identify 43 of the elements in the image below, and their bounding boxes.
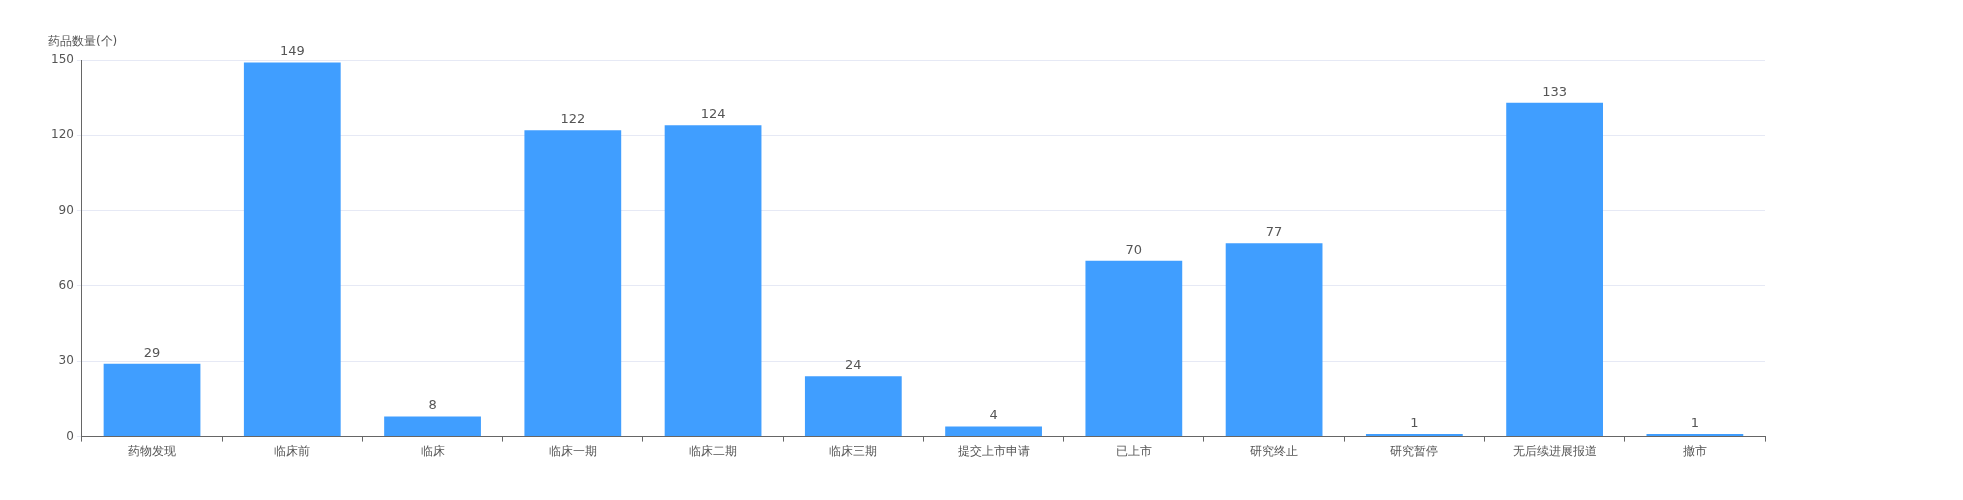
data-label: 149	[279, 43, 305, 59]
bar	[1225, 243, 1323, 437]
bar	[1085, 260, 1183, 437]
x-tick-label: 临床一期	[548, 443, 597, 458]
data-label: 8	[428, 397, 437, 413]
y-tick-label: 30	[58, 353, 74, 368]
x-tick-label: 撤市	[1682, 443, 1707, 458]
bar	[945, 426, 1042, 437]
bar	[664, 125, 762, 437]
x-tick-label: 无后续进展报道	[1512, 443, 1597, 458]
data-label: 29	[143, 344, 161, 360]
x-tick-label: 研究终止	[1250, 443, 1299, 458]
x-tick-label: 已上市	[1115, 443, 1152, 458]
bar	[1506, 102, 1603, 437]
data-label: 24	[845, 357, 862, 373]
bar	[524, 130, 622, 437]
bar	[1365, 434, 1463, 437]
bar	[804, 376, 902, 437]
data-label: 1	[1410, 414, 1419, 430]
x-tick-label: 临床二期	[689, 443, 738, 458]
x-tick-label: 临床前	[274, 443, 311, 458]
data-label: 124	[700, 106, 726, 122]
y-axis-title: 药品数量(个)	[47, 34, 118, 49]
data-label: 77	[1265, 224, 1283, 240]
x-tick-label: 药物发现	[128, 443, 177, 458]
x-tick-label: 提交上市申请	[957, 443, 1030, 458]
data-label: 122	[560, 111, 586, 127]
y-tick-label: 90	[58, 202, 74, 217]
x-tick-label: 研究暂停	[1390, 443, 1439, 458]
x-tick-label: 临床三期	[829, 443, 878, 458]
y-tick-label: 150	[51, 52, 74, 67]
data-label: 4	[989, 407, 998, 423]
data-label: 1	[1690, 414, 1700, 430]
data-label: 133	[1542, 83, 1568, 99]
y-tick-label: 60	[58, 278, 74, 293]
bar	[243, 62, 341, 437]
bar	[1646, 434, 1744, 437]
data-label: 70	[1125, 241, 1143, 257]
x-tick-label: 临床	[420, 443, 445, 458]
y-tick-label: 0	[66, 428, 74, 443]
y-tick-label: 120	[51, 127, 74, 142]
bar	[384, 416, 481, 437]
bar	[103, 363, 201, 437]
